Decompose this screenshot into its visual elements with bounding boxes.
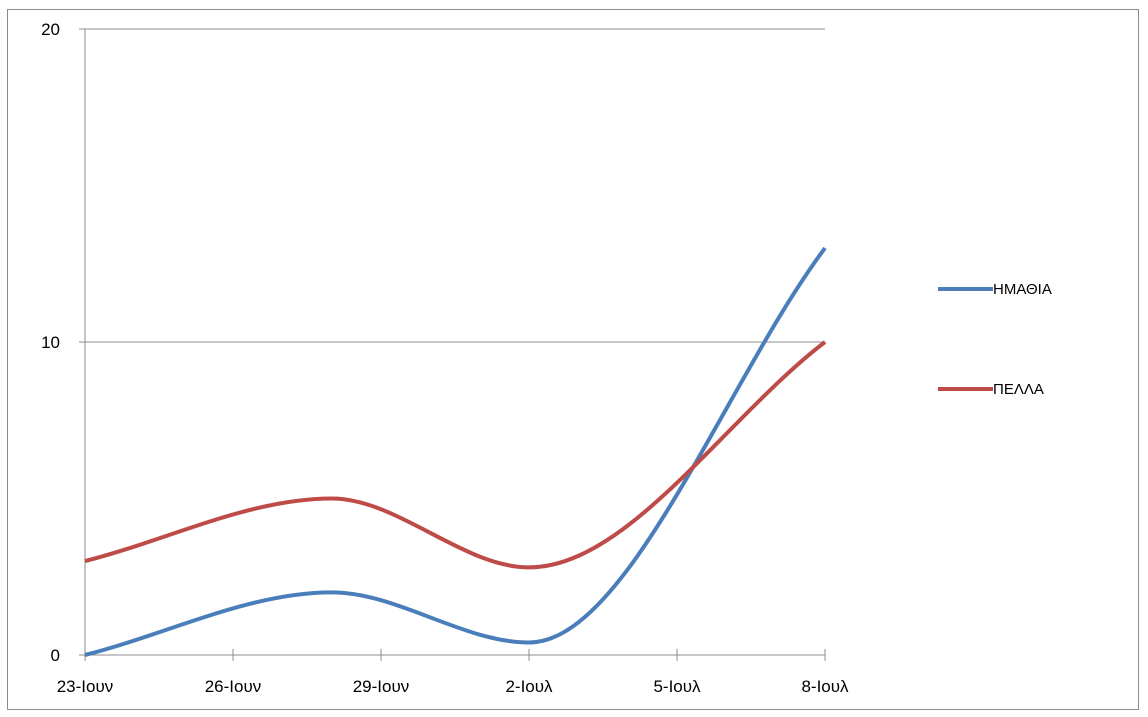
x-tick-label: 8-Ιουλ (801, 677, 849, 696)
legend: ΗΜΑΘΙΑ ΠΕΛΛΑ (938, 281, 1052, 398)
series-line-1 (84, 246, 827, 657)
legend-item: ΠΕΛΛΑ (938, 381, 1044, 398)
x-tick-label: 2-Ιουλ (505, 677, 553, 696)
y-tick-label: 20 (41, 20, 60, 39)
x-tick-label: 23-Ιουν (57, 677, 114, 696)
x-tick-label: 26-Ιουν (205, 677, 262, 696)
series-lines (84, 246, 827, 657)
legend-label: ΗΜΑΘΙΑ (993, 281, 1052, 298)
x-tick-label: 29-Ιουν (353, 677, 410, 696)
y-tick-label: 0 (51, 646, 60, 665)
chart-frame (7, 9, 1139, 710)
axes: 0 10 20 23-Ιουν 26-Ιουν 29-Ιουν 2-Ιουλ 5-Ιουλ 8-… (41, 20, 849, 696)
gridlines (85, 28, 825, 343)
y-tick-label: 10 (41, 333, 60, 352)
series-line-2 (84, 340, 827, 570)
x-tick-label: 5-Ιουλ (653, 677, 701, 696)
legend-label: ΠΕΛΛΑ (993, 381, 1044, 398)
legend-item: ΗΜΑΘΙΑ (938, 281, 1052, 298)
